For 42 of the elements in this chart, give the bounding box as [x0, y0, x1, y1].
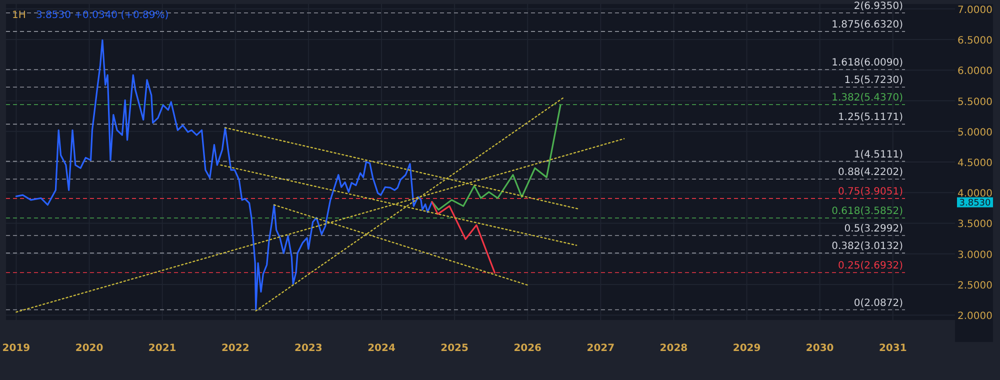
- x-tick-label: 2030: [806, 343, 834, 354]
- y-tick-label: 3.5000: [958, 219, 992, 230]
- x-tick-label: 2028: [660, 343, 688, 354]
- ref-line-label: 1(4.5111): [854, 149, 904, 160]
- y-tick-label: 6.0000: [958, 66, 992, 78]
- x-tick-label: 2022: [221, 343, 250, 354]
- x-tick-label: 2026: [514, 343, 542, 354]
- x-tick-label: 2023: [294, 343, 322, 354]
- ref-line-label: 0.75(3.9051): [838, 186, 904, 198]
- y-tick-label: 7.0000: [958, 4, 992, 16]
- y-tick-label: 4.5000: [958, 158, 992, 169]
- y-tick-label: 2.5000: [958, 280, 992, 292]
- y-tick-label: 3.0000: [958, 250, 992, 261]
- ref-line-label: 1.618(6.0090): [832, 58, 904, 69]
- x-tick-label: 2020: [75, 343, 104, 354]
- y-tick-label: 2.0000: [958, 311, 992, 322]
- ref-line-label: 1.25(5.1171): [838, 112, 904, 124]
- ref-line-label: 0(2.0872): [854, 298, 904, 309]
- ref-line-label: 1.5(5.7230): [844, 75, 904, 86]
- x-tick-label: 2019: [2, 343, 30, 354]
- y-tick-label: 5.5000: [958, 96, 992, 108]
- ref-line-label: 0.5(3.2992): [844, 224, 904, 235]
- ref-line-label: 1.382(5.4370): [832, 92, 904, 104]
- x-tick-label: 2027: [586, 343, 615, 354]
- x-tick-label: 2025: [440, 343, 469, 354]
- y-tick-label: 5.0000: [958, 127, 992, 138]
- ref-line-label: 0.25(2.6932): [838, 260, 904, 272]
- text: 3.8530: [959, 198, 992, 208]
- y-tick-label: 4.0000: [958, 188, 992, 200]
- x-tick-label: 2024: [368, 343, 396, 354]
- ref-line-label: 0.382(3.0132): [832, 241, 904, 252]
- ref-line-label: 2(6.9350): [854, 0, 904, 12]
- line-series: [15, 39, 433, 310]
- x-tick-label: 2021: [148, 343, 176, 354]
- x-tick-label: 2029: [732, 343, 761, 354]
- ref-line-label: 0.618(3.5852): [832, 206, 904, 218]
- x-tick-label: 2031: [878, 343, 907, 354]
- text: 3.8530 +0.0340 (+0.89%): [36, 10, 169, 21]
- ref-line-label: 1.875(6.6320): [832, 19, 904, 30]
- y-tick-label: 6.5000: [958, 36, 992, 47]
- text: 1H: [12, 10, 26, 21]
- ref-line-label: 0.88(4.2202): [838, 167, 904, 178]
